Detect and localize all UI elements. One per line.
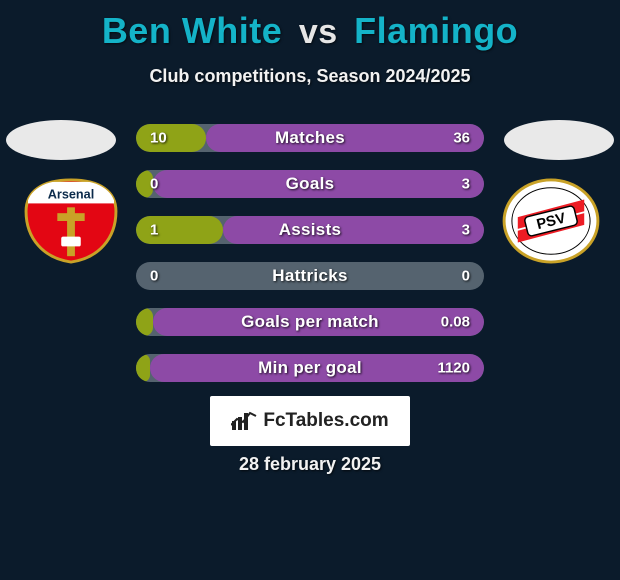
stat-value-left: 1	[150, 222, 158, 239]
stat-value-right: 3	[462, 222, 470, 239]
stat-fill-left	[136, 308, 153, 336]
stat-fill-left	[136, 124, 206, 152]
stat-value-left: 10	[150, 130, 167, 147]
date: 28 february 2025	[0, 454, 620, 475]
player2-club-badge: PSV	[502, 178, 600, 264]
stat-value-left: 0	[150, 268, 158, 285]
stat-label: Goals per match	[241, 312, 379, 332]
stat-label: Matches	[275, 128, 345, 148]
stat-value-right: 36	[453, 130, 470, 147]
stat-value-left: 0	[150, 176, 158, 193]
player2-photo-placeholder	[504, 120, 614, 160]
svg-text:Arsenal: Arsenal	[48, 188, 95, 202]
stat-row: 0 Goals 3	[136, 170, 484, 198]
stat-label: Assists	[279, 220, 342, 240]
arsenal-crest-icon: Arsenal	[22, 178, 120, 264]
comparison-title: Ben White vs Flamingo	[0, 0, 620, 52]
stat-value-right: 0.08	[441, 314, 470, 331]
stat-row: 10 Matches 36	[136, 124, 484, 152]
player1-club-badge: Arsenal	[22, 178, 120, 264]
stat-fill-left	[136, 354, 150, 382]
brand-box: FcTables.com	[210, 396, 410, 446]
stat-label: Min per goal	[258, 358, 362, 378]
stat-value-right: 3	[462, 176, 470, 193]
player1-photo-placeholder	[6, 120, 116, 160]
psv-crest-icon: PSV	[502, 178, 600, 264]
player2-name: Flamingo	[354, 10, 518, 51]
stats-panel: 10 Matches 36 0 Goals 3 1 Assists 3 0 Hattricks 0 Go…	[136, 124, 484, 382]
brand-text: FcTables.com	[263, 410, 388, 432]
brand-chart-icon	[231, 411, 257, 431]
stat-row: Goals per match 0.08	[136, 308, 484, 336]
player1-name: Ben White	[102, 10, 283, 51]
stat-value-right: 1120	[437, 360, 470, 377]
stat-fill-right	[223, 216, 484, 244]
stat-value-right: 0	[462, 268, 470, 285]
stat-label: Hattricks	[272, 266, 347, 286]
stat-row: Min per goal 1120	[136, 354, 484, 382]
stat-row: 0 Hattricks 0	[136, 262, 484, 290]
vs-separator: vs	[299, 13, 338, 51]
stat-row: 1 Assists 3	[136, 216, 484, 244]
stat-label: Goals	[286, 174, 335, 194]
subtitle: Club competitions, Season 2024/2025	[0, 66, 620, 87]
